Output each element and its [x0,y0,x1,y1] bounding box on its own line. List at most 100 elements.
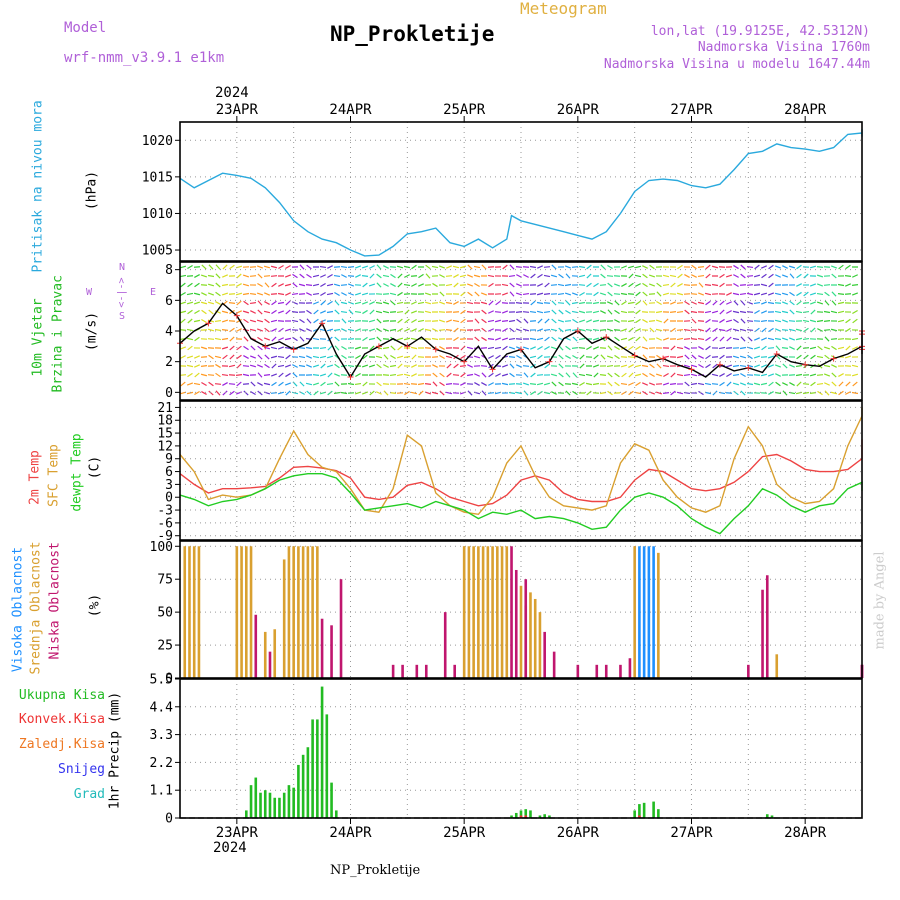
footer-label: NP_Prokletije [330,863,421,878]
wind-vector [726,301,732,305]
wind-vector [607,309,613,315]
wind-vector [565,337,571,341]
wind-vector [179,346,187,350]
wind-vector [809,392,817,394]
wind-vector [340,265,348,269]
wind-vector [599,284,607,286]
wind-vector [536,301,544,305]
wind-vector [796,264,802,270]
wind-vector [845,318,851,324]
bar-cloud_mid [462,546,466,678]
wind-vector [249,275,257,277]
wind-vector [242,310,250,314]
wind-vector [270,346,278,350]
wind-vector [788,328,796,332]
x-tick-label-bottom: 23APR [216,825,259,841]
wind-vector [487,346,495,350]
wind-vector [809,265,817,269]
precip-hail-label: Grad [73,787,105,802]
wind-vector [537,273,543,279]
wind-vector [207,338,215,340]
wind-vector [705,354,711,360]
wind-vector [837,301,845,305]
wind-vector [621,372,627,378]
wind-vector [243,355,249,359]
wind-vector [179,301,187,305]
wind-vector [263,337,271,341]
wind-vector [306,273,312,279]
wind-vector [823,346,831,350]
wind-vector [788,265,796,269]
wind-vector [214,383,222,385]
wind-vector [250,345,256,351]
wind-vector [705,273,711,279]
wind-vector [740,300,746,306]
wind-vector [719,318,725,324]
wind-vector [614,345,620,351]
bar-precip_total [538,815,542,818]
wind-vector [186,364,194,368]
y-tick-label: -3 [157,504,173,519]
wind-vector [228,302,236,304]
wind-vector [488,300,494,306]
wind-vector [516,274,522,278]
wind-vector [565,372,571,378]
wind-vector [795,310,803,314]
wind-vector [375,301,383,305]
wind-vector [578,373,586,377]
wind-vector [774,337,782,341]
wind-vector [361,265,369,269]
wind-vector [712,363,718,369]
wind-vector [466,311,474,313]
bar-cloud_low [543,631,546,678]
wind-vector [417,356,425,358]
wind-vector [306,309,312,315]
wind-vector [726,310,732,314]
bar-precip_total [325,714,329,818]
wind-vector [340,301,348,305]
wind-vector [179,391,187,395]
wind-vector [215,264,221,270]
wind-vector [242,292,250,296]
wind-vector [389,328,397,332]
wind-vector [656,354,662,360]
wind-vector [509,291,515,297]
wind-vector [179,374,187,376]
wind-vector [508,346,516,350]
wind-vector [271,328,277,332]
wind-vector [697,266,705,268]
wind-vector [200,373,208,377]
wind-vector [551,391,557,395]
wind-speed-marker [375,343,382,350]
wind-vector [823,320,831,322]
wind-vector [382,374,390,376]
wind-vector [221,329,229,331]
wind-vector [705,318,711,324]
wind-vector [593,372,599,378]
wind-vector [327,265,333,269]
wind-vector [795,337,803,341]
wind-vector [516,283,522,287]
wind-vector [628,345,634,351]
wind-vector [445,329,453,331]
wind-vector [362,381,368,387]
wind-vector [362,282,368,288]
wind-vector [376,264,382,270]
compass-w: W [86,287,93,298]
wind-vector [676,329,684,331]
y-tick-label: 1015 [142,170,173,185]
wind-vector [578,284,586,286]
wind-vector [774,302,782,304]
wind-vector [593,291,599,297]
bar-cloud_mid [306,546,310,678]
bar-cloud_mid [491,546,494,678]
wind-vector [466,283,474,287]
wind-vector [656,363,662,369]
wind-vector [795,373,803,377]
wind-vector [691,301,697,305]
wind-vector [544,346,550,350]
wind-vector [774,310,782,314]
wind-vector [642,319,648,323]
bar-precip_total [330,782,333,818]
bar-cloud_low [453,664,456,678]
